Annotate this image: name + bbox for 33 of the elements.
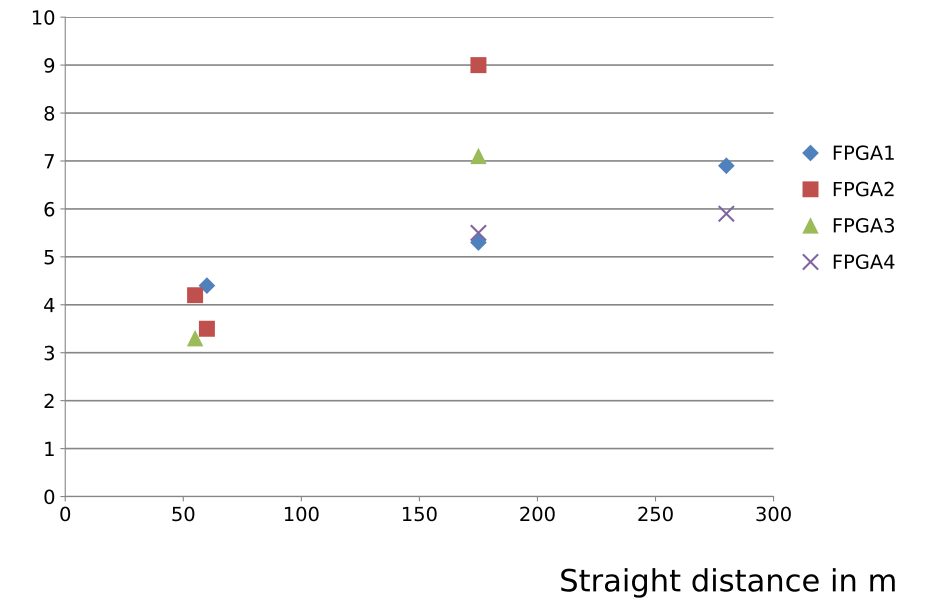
y-tick-label: 8: [44, 106, 54, 121]
legend-label: FPGA2: [834, 182, 894, 196]
legend-label: FPGA4: [834, 254, 894, 270]
point: [187, 287, 204, 304]
y-tick-label: 10: [32, 10, 54, 25]
x-tick-label: 0: [60, 506, 70, 522]
point: [470, 148, 486, 164]
point: [470, 234, 487, 251]
x-tick-label: 300: [756, 506, 791, 522]
y-tick-label: 0: [44, 489, 54, 504]
y-tick-label: 7: [44, 154, 54, 168]
y-tick-label: 5: [44, 250, 54, 265]
point: [198, 320, 215, 337]
point: [187, 330, 204, 346]
legend-label: FPGA3: [834, 218, 894, 233]
x-tick-label: 200: [520, 506, 555, 522]
point: [470, 57, 486, 74]
point: [718, 158, 735, 174]
y-tick-label: 6: [44, 202, 54, 217]
y-tick-label: 1: [45, 442, 54, 456]
legend-label: FPGA1: [834, 145, 894, 160]
y-tick-label: 2: [44, 394, 54, 408]
y-tick-label: 9: [44, 58, 54, 73]
x-tick-label: 50: [172, 506, 194, 522]
x-axis-title: Straight distance in m: [561, 568, 895, 598]
y-tick-label: 4: [44, 298, 54, 312]
x-tick-label: 150: [402, 506, 437, 522]
x-tick-label: 100: [284, 506, 319, 522]
y-tick-label: 3: [44, 346, 54, 360]
x-tick-label: 250: [638, 506, 673, 522]
point: [470, 224, 488, 242]
point: [198, 277, 216, 294]
point: [718, 205, 736, 222]
